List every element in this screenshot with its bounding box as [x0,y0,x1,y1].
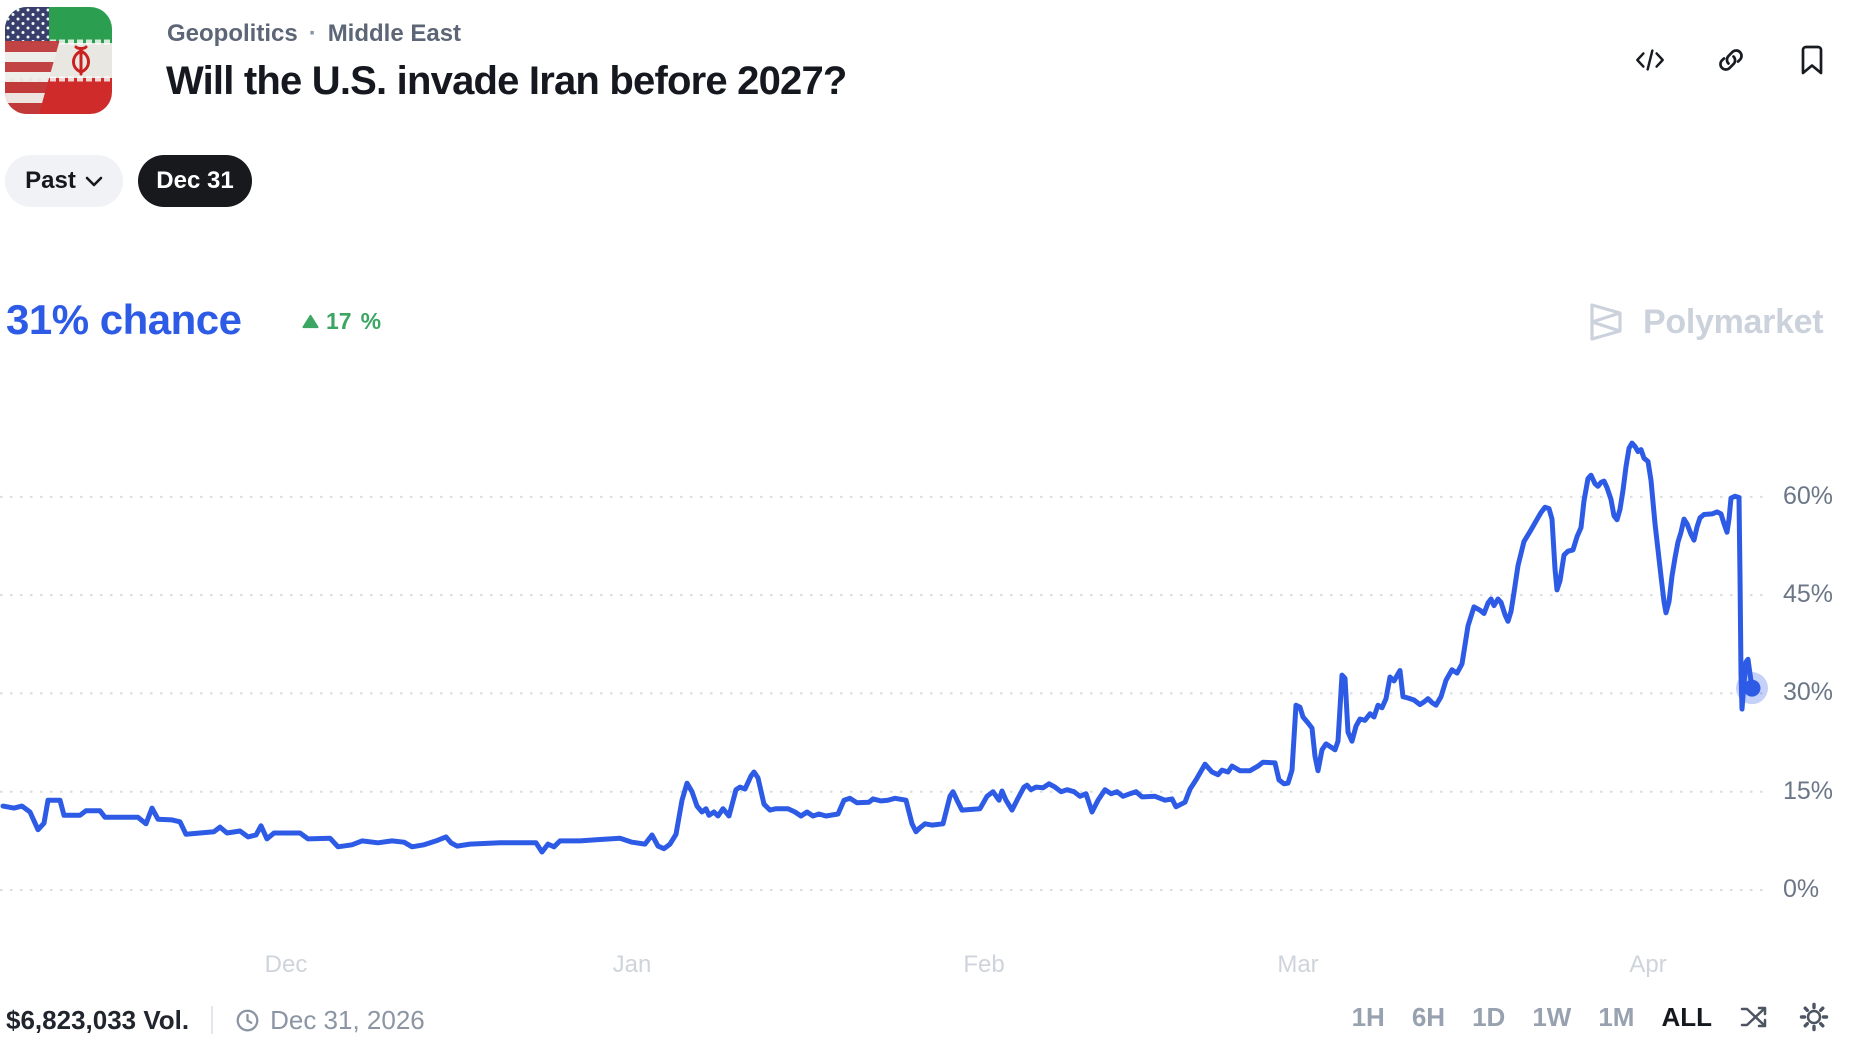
footer-divider [211,1006,214,1034]
end-marker-dot [1743,679,1761,697]
resolution-date: Dec 31, 2026 [270,1004,425,1035]
y-tick-0%: 0% [1783,875,1820,903]
change-value: 17 [326,308,352,334]
change-indicator: 17% [302,308,381,335]
timeframe-button-1h[interactable]: 1H [1351,1001,1385,1032]
breadcrumb-subcategory[interactable]: Middle East [327,20,462,47]
gear-icon [1799,1002,1829,1032]
settings-button[interactable] [1798,1001,1830,1033]
timeframe-button-1w[interactable]: 1W [1532,1001,1572,1032]
header-actions [1634,44,1828,76]
y-tick-15%: 15% [1783,776,1834,805]
code-embed-icon [1636,49,1664,71]
timeframe-button-1d[interactable]: 1D [1472,1001,1506,1032]
page-title: Will the U.S. invade Iran before 2027? [166,59,847,103]
volume-text: $6,823,033 Vol. [6,1004,190,1035]
compare-button[interactable] [1739,1001,1771,1033]
polymarket-logo-icon [1590,303,1622,341]
bookmark-button[interactable] [1796,44,1828,76]
copy-link-button[interactable] [1715,44,1747,76]
triangle-up-icon [302,314,319,329]
embed-button[interactable] [1634,44,1666,76]
chevron-down-icon [85,176,103,187]
change-unit: % [360,308,382,334]
clock-icon [236,1009,259,1031]
us-iran-flag-image [5,7,112,114]
iran-emblem [72,45,90,76]
chance-value: 31% chance [6,296,242,343]
crossed-arrows-icon [1740,1006,1767,1028]
polymarket-watermark: Polymarket [1586,301,1824,343]
x-tick-Mar: Mar [1277,951,1319,978]
y-tick-45%: 45% [1783,580,1834,609]
x-tick-Jan: Jan [612,951,652,978]
bookmark-icon [1801,45,1823,75]
polymarket-wordmark: Polymarket [1643,302,1824,341]
timeframe-button-1m[interactable]: 1M [1598,1001,1635,1032]
price-line-yes [0,440,1755,855]
breadcrumb-separator: · [308,20,317,47]
footer-stats: $6,823,033 Vol. Dec 31, 2026 [6,1003,425,1037]
date-chip-label: Dec 31 [156,167,234,194]
x-tick-Apr: Apr [1629,951,1667,978]
y-tick-60%: 60% [1783,481,1834,510]
date-chip[interactable]: Dec 31 [138,155,252,207]
breadcrumb: Geopolitics · Middle East [167,20,461,48]
outcome-dropdown[interactable]: Past [5,155,123,207]
y-tick-30%: 30% [1783,678,1834,707]
market-avatar [5,7,112,114]
x-tick-Feb: Feb [963,951,1005,978]
link-icon [1719,49,1743,71]
chart-toolbar: 1H 6H 1D 1W 1M ALL [1352,1001,1830,1033]
timeframe-button-all[interactable]: ALL [1661,1001,1712,1032]
breadcrumb-category[interactable]: Geopolitics [167,20,298,47]
us-flag-half [5,7,69,114]
x-tick-Dec: Dec [264,951,308,978]
timeframe-button-6h[interactable]: 6H [1411,1001,1446,1032]
outcome-dropdown-label: Past [25,167,76,194]
